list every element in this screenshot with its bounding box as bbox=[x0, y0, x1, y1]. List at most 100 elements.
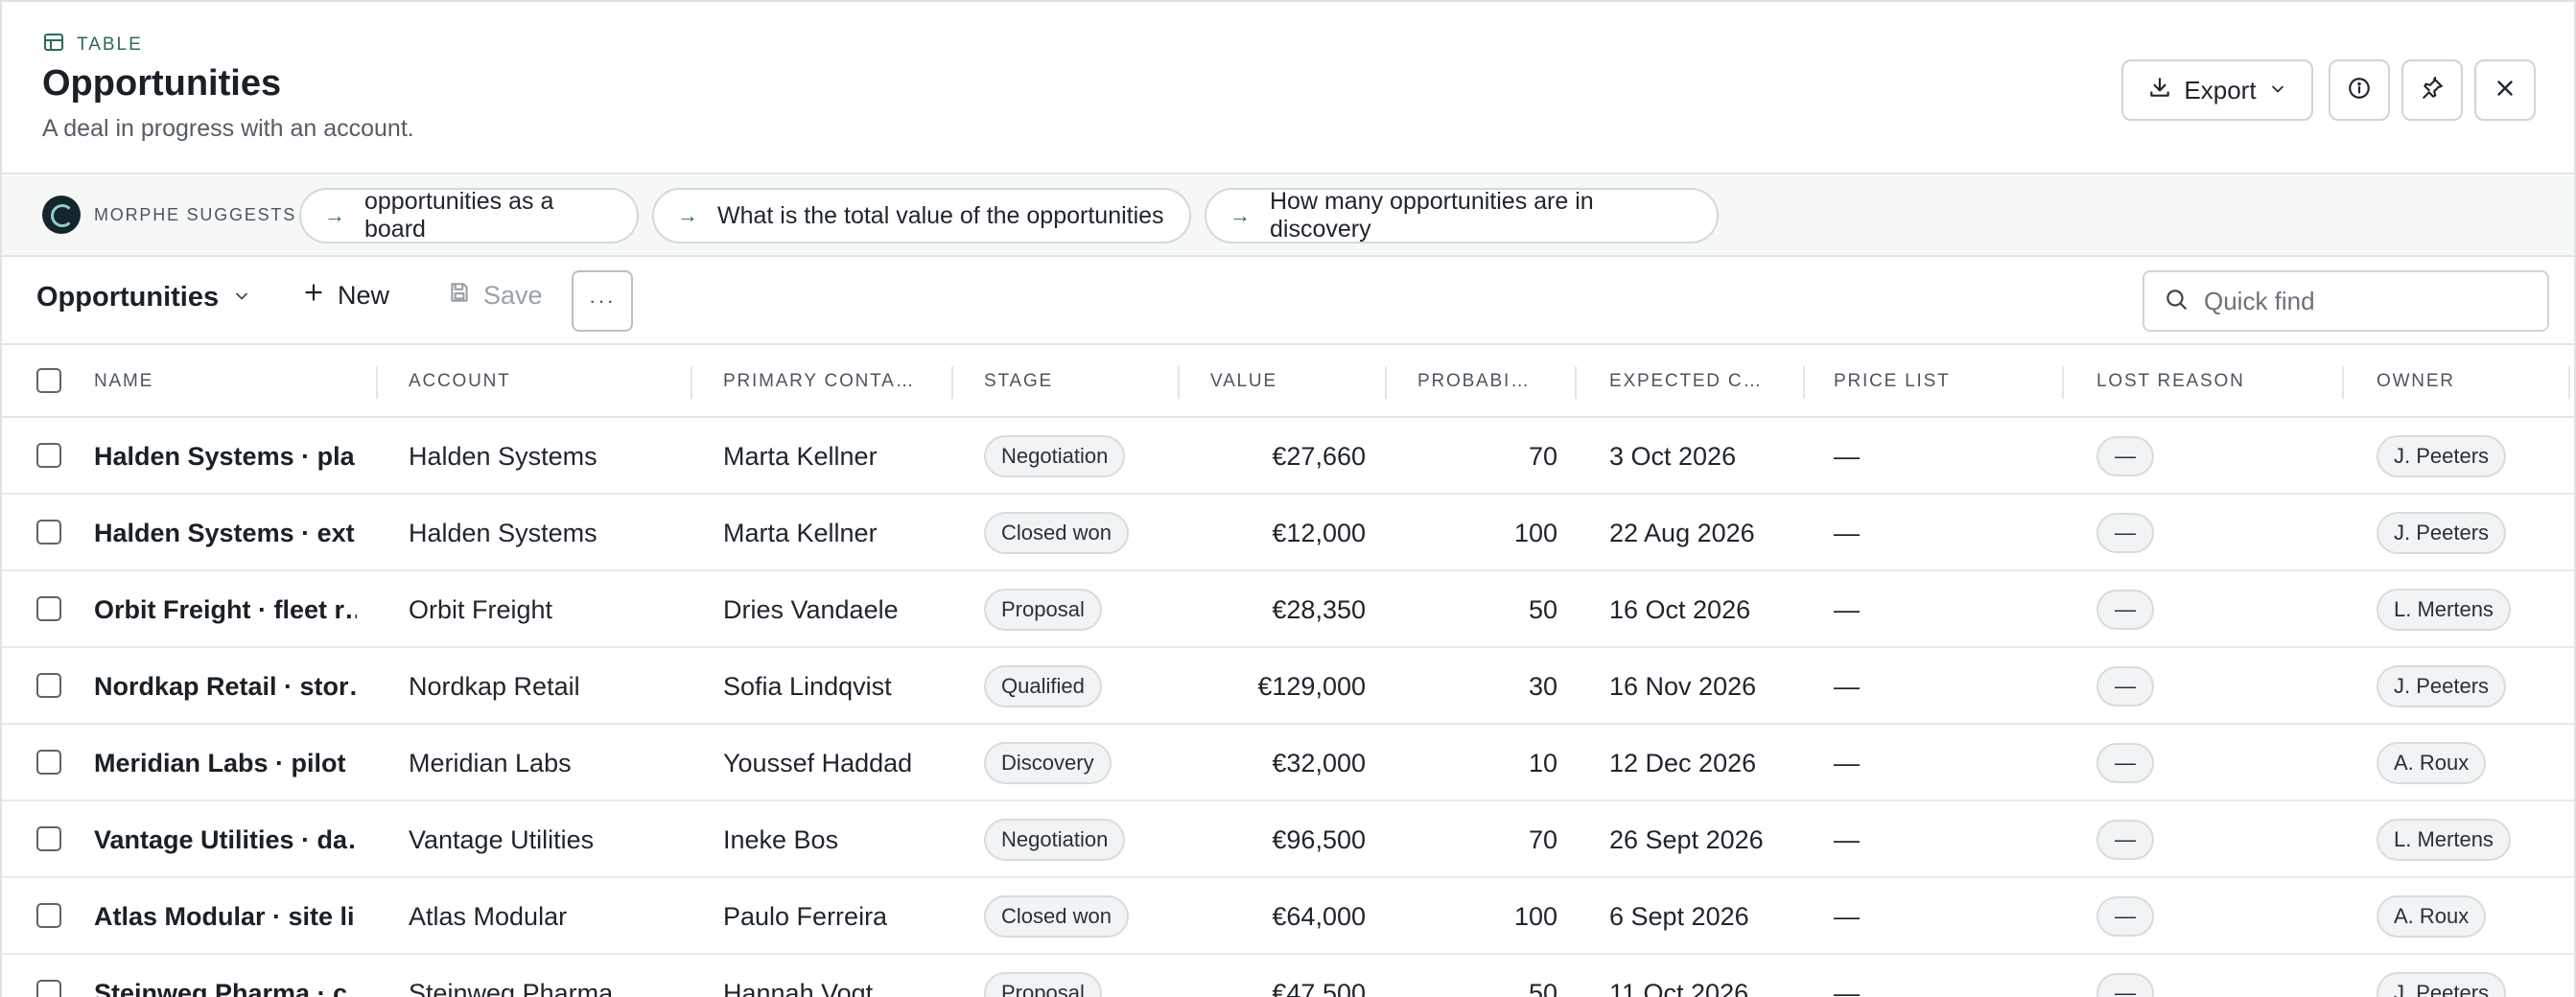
lost-reason-badge: — bbox=[2096, 666, 2154, 707]
cell-contact[interactable]: Sofia Lindqvist bbox=[723, 671, 892, 701]
row-checkbox[interactable] bbox=[36, 443, 61, 468]
cell-account[interactable]: Nordkap Retail bbox=[409, 671, 580, 701]
cell-name[interactable]: Halden Systems · ext… bbox=[94, 518, 357, 547]
download-icon bbox=[2147, 75, 2172, 106]
cell-name[interactable]: Halden Systems · pla… bbox=[94, 441, 357, 471]
owner-badge: A. Roux bbox=[2377, 742, 2487, 784]
column-header-probability[interactable]: PROBABI… bbox=[1417, 345, 1577, 418]
suggestion-chip[interactable]: → What is the total value of the opportu… bbox=[652, 188, 1191, 243]
cell-owner: J. Peeters bbox=[2377, 495, 2570, 571]
column-header-expected-close[interactable]: EXPECTED C… bbox=[1609, 345, 1805, 418]
cell-stage: Proposal bbox=[984, 571, 1195, 648]
cell-contact[interactable]: Ineke Bos bbox=[723, 824, 839, 854]
cell-value: €12,000 bbox=[1272, 518, 1366, 547]
view-selector[interactable]: Opportunities bbox=[36, 282, 251, 313]
more-options-button[interactable]: ··· bbox=[572, 270, 633, 332]
table-row[interactable]: Atlas Modular · site li… Atlas Modular P… bbox=[2, 878, 2574, 955]
column-header-lost-reason[interactable]: LOST REASON bbox=[2096, 345, 2344, 418]
table-row[interactable]: Vantage Utilities · da… Vantage Utilitie… bbox=[2, 801, 2574, 878]
quick-find-input[interactable] bbox=[2204, 286, 2530, 316]
table-row[interactable]: Nordkap Retail · stor… Nordkap Retail So… bbox=[2, 648, 2574, 725]
cell-contact[interactable]: Marta Kellner bbox=[723, 441, 878, 471]
cell-stage: Negotiation bbox=[984, 418, 1195, 495]
column-header-account[interactable]: ACCOUNT bbox=[409, 345, 692, 418]
pin-button[interactable] bbox=[2401, 59, 2463, 121]
cell-stage: Discovery bbox=[984, 725, 1195, 801]
stage-badge: Closed won bbox=[984, 512, 1129, 554]
cell-owner: A. Roux bbox=[2377, 725, 2570, 801]
cell-stage: Closed won bbox=[984, 878, 1195, 955]
table-row[interactable]: Steinweg Pharma · c… Steinweg Pharma Han… bbox=[2, 955, 2574, 997]
select-all-checkbox[interactable] bbox=[36, 368, 61, 393]
cell-value: €96,500 bbox=[1272, 824, 1366, 854]
save-icon bbox=[447, 280, 472, 312]
row-checkbox[interactable] bbox=[36, 903, 61, 928]
suggestion-text: What is the total value of the opportuni… bbox=[717, 201, 1164, 229]
save-label: Save bbox=[483, 281, 543, 310]
cell-account[interactable]: Orbit Freight bbox=[409, 594, 553, 624]
cell-stage: Closed won bbox=[984, 495, 1195, 571]
cell-contact[interactable]: Hannah Vogt bbox=[723, 978, 874, 997]
column-header-primary-contact[interactable]: PRIMARY CONTA… bbox=[723, 345, 953, 418]
owner-badge: J. Peeters bbox=[2377, 972, 2507, 997]
cell-name[interactable]: Steinweg Pharma · c… bbox=[94, 978, 357, 997]
save-button[interactable]: Save bbox=[447, 280, 543, 312]
cell-contact[interactable]: Paulo Ferreira bbox=[723, 901, 888, 931]
cell-stage: Proposal bbox=[984, 955, 1195, 997]
cell-price-list: — bbox=[1834, 594, 1860, 624]
column-header-value[interactable]: VALUE bbox=[1210, 345, 1387, 418]
stage-badge: Negotiation bbox=[984, 819, 1126, 861]
cell-value: €28,350 bbox=[1272, 594, 1366, 624]
cell-owner: J. Peeters bbox=[2377, 648, 2570, 725]
cell-name[interactable]: Orbit Freight · fleet r… bbox=[94, 594, 357, 624]
cell-contact[interactable]: Youssef Haddad bbox=[723, 748, 913, 777]
table-row[interactable]: Halden Systems · ext… Halden Systems Mar… bbox=[2, 495, 2574, 571]
column-header-stage[interactable]: STAGE bbox=[984, 345, 1180, 418]
info-button[interactable] bbox=[2329, 59, 2390, 121]
close-icon bbox=[2493, 76, 2517, 105]
close-button[interactable] bbox=[2474, 59, 2536, 121]
cell-probability: 10 bbox=[1528, 748, 1557, 777]
table-row[interactable]: Meridian Labs · pilot Meridian Labs Yous… bbox=[2, 725, 2574, 801]
column-header-price-list[interactable]: PRICE LIST bbox=[1834, 345, 2064, 418]
export-button[interactable]: Export bbox=[2121, 59, 2313, 121]
stage-badge: Proposal bbox=[984, 972, 1102, 997]
row-checkbox[interactable] bbox=[36, 596, 61, 621]
column-header-owner[interactable]: OWNER bbox=[2377, 345, 2570, 418]
cell-value: €64,000 bbox=[1272, 901, 1366, 931]
cell-account[interactable]: Atlas Modular bbox=[409, 901, 568, 931]
plus-icon bbox=[301, 280, 326, 312]
cell-name[interactable]: Vantage Utilities · da… bbox=[94, 824, 357, 854]
cell-account[interactable]: Steinweg Pharma bbox=[409, 978, 614, 997]
cell-account[interactable]: Vantage Utilities bbox=[409, 824, 595, 854]
cell-price-list: — bbox=[1834, 978, 1860, 997]
cell-account[interactable]: Meridian Labs bbox=[409, 748, 572, 777]
cell-contact[interactable]: Dries Vandaele bbox=[723, 594, 899, 624]
suggestion-chip[interactable]: → opportunities as a board bbox=[299, 188, 639, 243]
row-checkbox[interactable] bbox=[36, 980, 61, 997]
cell-value: €27,660 bbox=[1272, 441, 1366, 471]
cell-probability: 30 bbox=[1528, 671, 1557, 701]
table-row[interactable]: Orbit Freight · fleet r… Orbit Freight D… bbox=[2, 571, 2574, 648]
cell-name[interactable]: Atlas Modular · site li… bbox=[94, 901, 357, 931]
cell-account[interactable]: Halden Systems bbox=[409, 441, 597, 471]
page-title: Opportunities bbox=[42, 63, 282, 104]
row-checkbox[interactable] bbox=[36, 750, 61, 775]
cell-lost-reason: — bbox=[2096, 571, 2327, 648]
cell-price-list: — bbox=[1834, 748, 1860, 777]
cell-account[interactable]: Halden Systems bbox=[409, 518, 597, 547]
column-header-name[interactable]: NAME bbox=[94, 345, 378, 418]
row-checkbox[interactable] bbox=[36, 673, 61, 698]
cell-price-list: — bbox=[1834, 441, 1860, 471]
quick-find-field[interactable] bbox=[2143, 270, 2549, 332]
cell-contact[interactable]: Marta Kellner bbox=[723, 518, 878, 547]
new-record-button[interactable]: New bbox=[301, 280, 389, 312]
cell-name[interactable]: Nordkap Retail · stor… bbox=[94, 671, 357, 701]
stage-badge: Discovery bbox=[984, 742, 1112, 784]
table-row[interactable]: Halden Systems · pla… Halden Systems Mar… bbox=[2, 418, 2574, 495]
cell-expected-close: 3 Oct 2026 bbox=[1609, 441, 1737, 471]
row-checkbox[interactable] bbox=[36, 520, 61, 545]
row-checkbox[interactable] bbox=[36, 826, 61, 851]
cell-name[interactable]: Meridian Labs · pilot bbox=[94, 748, 346, 777]
suggestion-chip[interactable]: → How many opportunities are in discover… bbox=[1205, 188, 1719, 243]
